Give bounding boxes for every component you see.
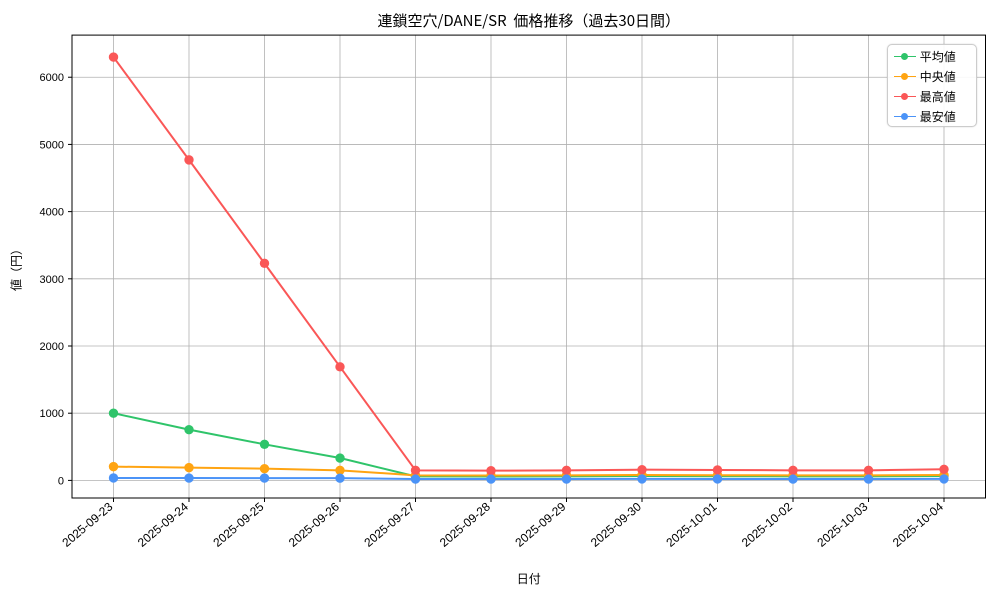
svg-text:1000: 1000 [40, 408, 64, 420]
svg-text:2000: 2000 [40, 341, 64, 353]
svg-text:6000: 6000 [40, 72, 64, 84]
svg-text:5000: 5000 [40, 139, 64, 151]
svg-text:0: 0 [58, 475, 64, 487]
svg-text:4000: 4000 [40, 207, 64, 219]
svg-text:3000: 3000 [40, 274, 64, 286]
